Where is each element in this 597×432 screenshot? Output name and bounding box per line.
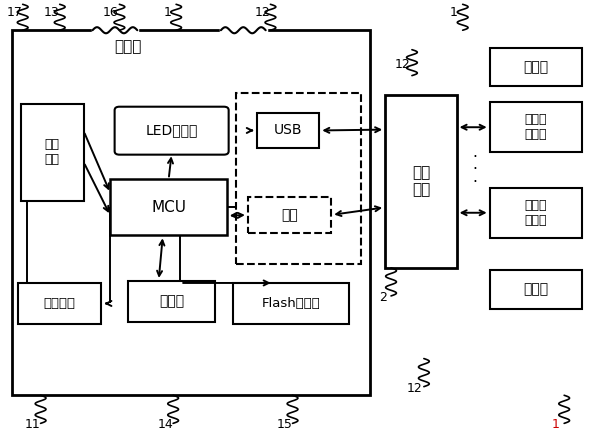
Bar xyxy=(257,113,319,148)
Text: MCU: MCU xyxy=(151,200,186,215)
Text: 微波炉: 微波炉 xyxy=(115,39,142,54)
Bar xyxy=(490,102,582,152)
Text: 无线通
信接口: 无线通 信接口 xyxy=(525,113,547,141)
Text: 计时器: 计时器 xyxy=(159,294,184,308)
Text: 15: 15 xyxy=(277,418,293,431)
Bar xyxy=(248,197,331,233)
Bar xyxy=(385,95,457,268)
Text: 蓝牙: 蓝牙 xyxy=(281,208,298,222)
Bar xyxy=(12,30,370,395)
Text: 12: 12 xyxy=(395,58,411,71)
Text: 智能
手机: 智能 手机 xyxy=(412,165,430,197)
Text: 12: 12 xyxy=(407,382,423,395)
Bar xyxy=(21,104,84,201)
Text: 16: 16 xyxy=(103,6,118,19)
Bar xyxy=(490,188,582,238)
Text: Flash存储器: Flash存储器 xyxy=(261,297,321,310)
Text: 14: 14 xyxy=(158,418,173,431)
Text: 有线通
信接口: 有线通 信接口 xyxy=(525,199,547,227)
Text: 13: 13 xyxy=(44,6,60,19)
Text: 加热装置: 加热装置 xyxy=(44,297,76,310)
Bar xyxy=(236,93,361,264)
Text: 2: 2 xyxy=(379,291,387,304)
Bar xyxy=(233,283,349,324)
Text: 电饭煎: 电饭煎 xyxy=(523,60,549,74)
Text: 电烤筱: 电烤筱 xyxy=(523,283,549,296)
Bar xyxy=(128,281,215,322)
Text: ·
·
·: · · · xyxy=(472,150,477,190)
Text: 11: 11 xyxy=(25,418,41,431)
Bar xyxy=(18,283,101,324)
Bar xyxy=(110,179,227,235)
Text: 操作
面板: 操作 面板 xyxy=(45,138,60,166)
Bar xyxy=(490,270,582,309)
Text: USB: USB xyxy=(274,124,302,137)
Bar xyxy=(490,48,582,86)
FancyBboxPatch shape xyxy=(115,107,229,155)
Text: LED显示屏: LED显示屏 xyxy=(146,124,198,138)
Text: 1: 1 xyxy=(551,418,559,431)
Text: 1: 1 xyxy=(450,6,458,19)
Text: 17: 17 xyxy=(7,6,23,19)
Text: 1: 1 xyxy=(163,6,171,19)
Text: 12: 12 xyxy=(255,6,270,19)
